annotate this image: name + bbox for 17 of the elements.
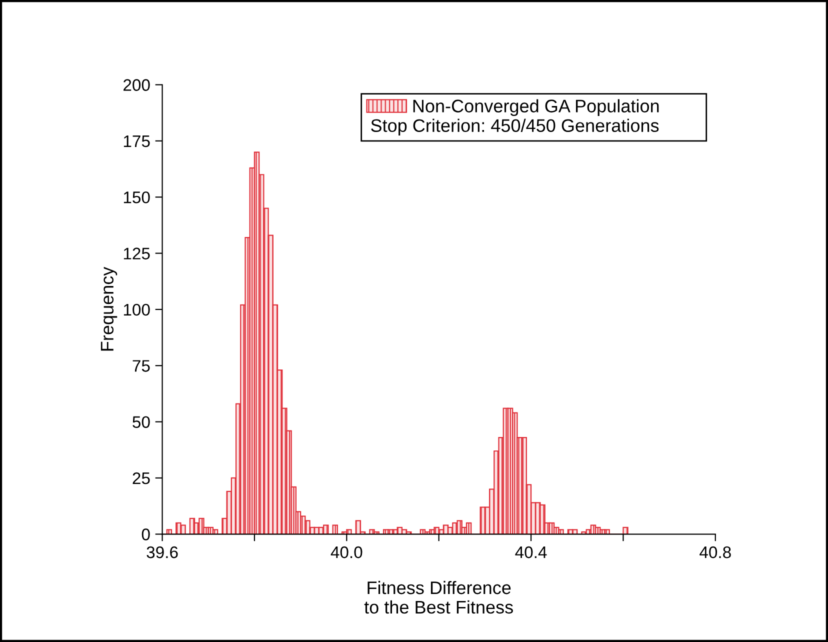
y-tick-label: 125 <box>124 248 150 260</box>
x-tick-label: 40.4 <box>515 546 547 558</box>
y-tick-label: 175 <box>124 135 150 148</box>
x-tick-label: 40.0 <box>330 546 362 558</box>
y-tick-label: 50 <box>132 416 150 428</box>
x-tick-label: 39.6 <box>146 546 178 558</box>
x-axis-title: Fitness Difference to the Best Fitness <box>364 580 513 614</box>
y-tick-label: 75 <box>132 360 150 372</box>
y-axis-title: Frequency <box>100 266 118 351</box>
legend-label: Non-Converged GA Population <box>413 99 659 116</box>
x-tick-label: 40.8 <box>700 546 731 558</box>
y-tick-label: 100 <box>124 304 150 316</box>
y-tick-label: 200 <box>124 79 150 91</box>
annotation: Stop Criterion: 450/450 Generations <box>371 118 659 136</box>
y-tick-label: 25 <box>132 472 150 484</box>
y-tick-label: 0 <box>142 528 150 540</box>
y-tick-label: 150 <box>124 191 150 204</box>
